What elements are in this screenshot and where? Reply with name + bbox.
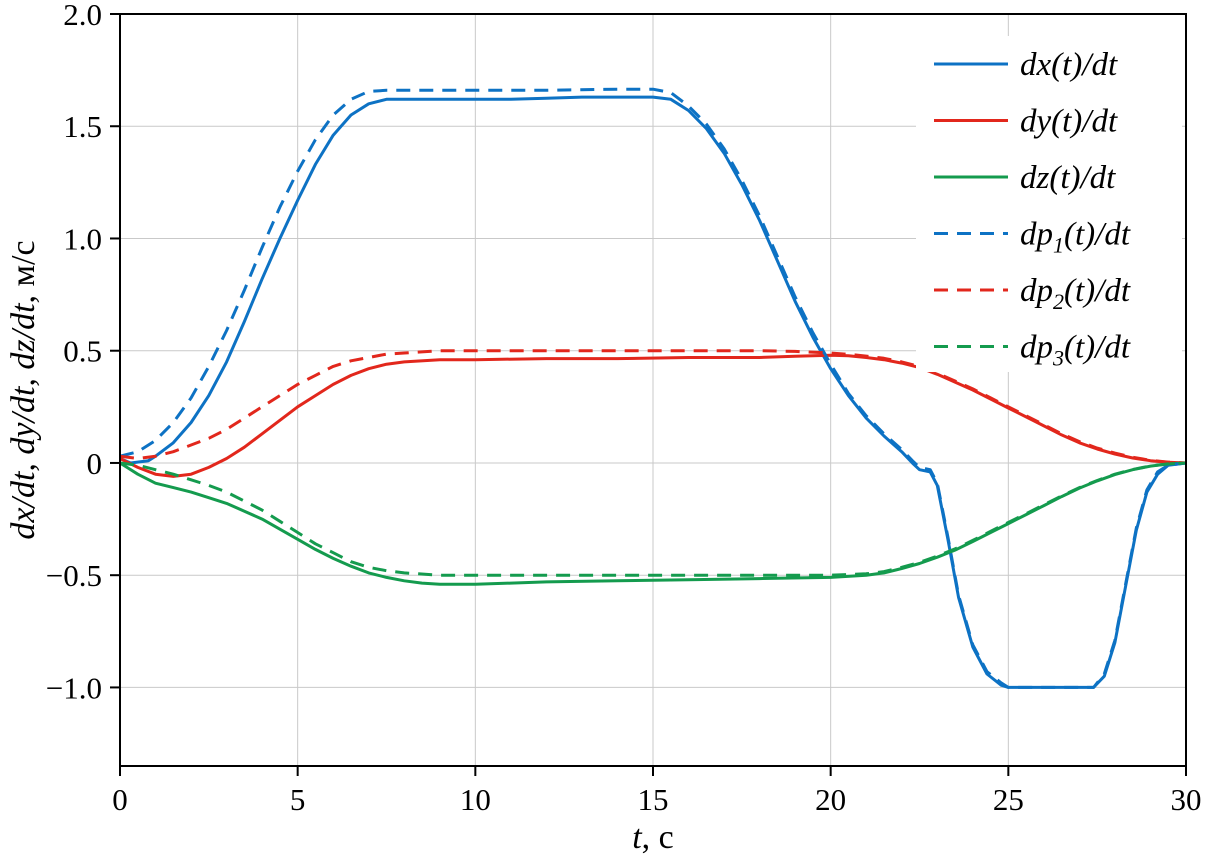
legend-label-part: dp — [1020, 217, 1053, 253]
y-tick-label: 2.0 — [63, 0, 102, 32]
series-line-dp1 — [119, 87, 1187, 689]
legend-label-part: dp — [1020, 273, 1053, 309]
legend-label-dp3: dp3(t)/dt — [1020, 330, 1131, 371]
legend-label-dx: dx(t)/dt — [1020, 47, 1118, 83]
tick-marks — [110, 13, 1187, 776]
x-tick-label: 20 — [815, 782, 846, 817]
legend-label-part: 2 — [1053, 289, 1064, 314]
x-axis-label-symbol: t — [632, 819, 643, 856]
y-axis-label: dx/dt, dy/dt, dz/dt, м/с — [5, 240, 42, 539]
legend: dx(t)/dtdy(t)/dtdz(t)/dtdp1(t)/dtdp2(t)/… — [916, 36, 1182, 372]
x-tick-label: 0 — [112, 782, 128, 817]
legend-label-dp1: dp1(t)/dt — [1020, 217, 1131, 258]
legend-label-part: 3 — [1052, 346, 1064, 371]
legend-label-part: (t)/dt — [1064, 330, 1131, 366]
y-tick-label: −1.0 — [46, 670, 102, 705]
legend-label-part: dy(t)/dt — [1020, 104, 1118, 140]
x-axis-label: t, с — [632, 819, 674, 856]
legend-label-part: 1 — [1053, 233, 1064, 258]
x-tick-label: 5 — [290, 782, 306, 817]
x-axis-label-units: , с — [642, 819, 674, 856]
legend-label-part: dp — [1020, 330, 1053, 366]
plot-area: 0 5 10 15 20 25 30 −1.0 −0.5 0 0.5 1.0 1.5 2.0 dx(t)/d… — [46, 0, 1202, 817]
legend-label-dp2: dp2(t)/dt — [1020, 273, 1131, 314]
tick-labels: 0 5 10 15 20 25 30 −1.0 −0.5 0 0.5 1.0 1.5 2.0 — [46, 0, 1202, 817]
series-line-dx — [119, 95, 1187, 689]
x-tick-label: 30 — [1171, 782, 1202, 817]
y-tick-label: 0 — [87, 446, 103, 481]
x-tick-label: 10 — [460, 782, 491, 817]
legend-background — [916, 36, 1182, 372]
x-tick-label: 15 — [638, 782, 669, 817]
y-tick-label: 0.5 — [63, 334, 102, 369]
y-tick-label: 1.0 — [63, 221, 102, 256]
y-tick-label: −0.5 — [46, 558, 102, 593]
legend-label-part: (t)/dt — [1064, 273, 1131, 309]
legend-label-part: dz(t)/dt — [1020, 160, 1116, 196]
series-line-dp2 — [119, 349, 1187, 465]
legend-label-part: dx(t)/dt — [1020, 47, 1118, 83]
y-tick-label: 1.5 — [63, 109, 102, 144]
legend-label-dz: dz(t)/dt — [1020, 160, 1116, 196]
legend-label-dy: dy(t)/dt — [1020, 104, 1118, 140]
x-tick-label: 25 — [993, 782, 1024, 817]
y-axis-label-symbol: dx/dt, dy/dt, dz/dt — [5, 302, 42, 540]
y-axis-label-units: , м/с — [5, 240, 42, 303]
legend-label-part: (t)/dt — [1064, 217, 1131, 253]
